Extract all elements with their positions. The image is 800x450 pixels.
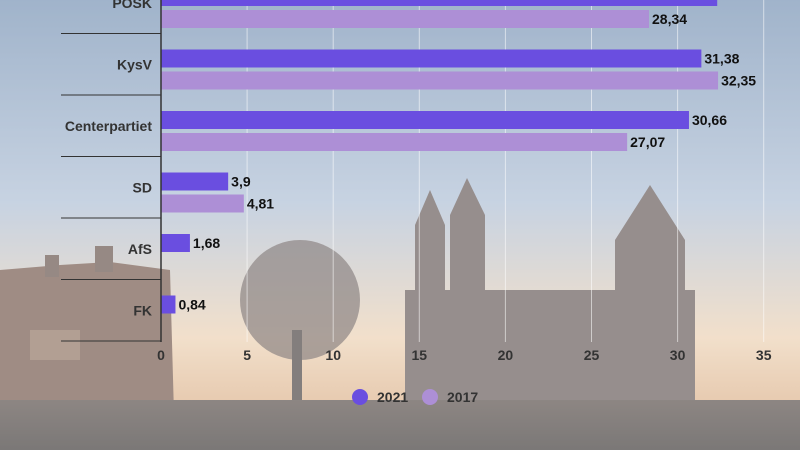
category-label: FK	[133, 302, 152, 318]
x-tick-label: 25	[584, 347, 600, 363]
value-label-2017: 27,07	[630, 134, 665, 150]
x-axis-ticks: 0 5 10 15 20 25 30 35	[157, 347, 772, 363]
bar-2021	[161, 295, 176, 314]
value-label-2021: 1,68	[193, 235, 220, 251]
category-labels: POSK KysV Centerpartiet SD AfS FK	[65, 0, 153, 318]
x-tick-label: 30	[670, 347, 686, 363]
bar-2017	[161, 194, 244, 213]
bar-2021	[161, 111, 689, 129]
value-label-2021: 0,84	[178, 297, 205, 313]
bars	[161, 0, 719, 314]
legend-marker-2021	[352, 389, 368, 405]
legend-label-2017: 2017	[447, 389, 478, 405]
bar-2017	[161, 133, 628, 151]
bar-2021	[161, 234, 190, 252]
legend-label-2021: 2021	[377, 389, 408, 405]
x-tick-label: 15	[412, 347, 428, 363]
x-tick-label: 5	[243, 347, 251, 363]
x-tick-label: 20	[498, 347, 514, 363]
x-tick-label: 35	[756, 347, 772, 363]
category-label: AfS	[128, 241, 152, 257]
category-label: SD	[133, 179, 152, 195]
bar-2017	[161, 10, 650, 28]
x-tick-label: 10	[325, 347, 341, 363]
category-label: KysV	[117, 56, 153, 72]
category-label: Centerpartiet	[65, 118, 152, 134]
value-label-2021: 3,9	[231, 174, 251, 190]
bar-2021	[161, 49, 702, 68]
value-labels: 28,34 31,38 32,35 30,66 27,07 3,9 4,81 1,68 0,84	[178, 11, 756, 313]
legend: 2021 2017	[352, 389, 478, 405]
x-tick-label: 0	[157, 347, 165, 363]
bar-2021	[161, 0, 718, 6]
value-label-2017: 32,35	[721, 73, 756, 89]
value-label-2017: 28,34	[652, 11, 687, 27]
value-label-2021: 31,38	[704, 51, 739, 67]
value-label-2017: 4,81	[247, 196, 274, 212]
bar-2017	[161, 71, 719, 90]
legend-marker-2017	[422, 389, 438, 405]
bar-2021	[161, 172, 229, 191]
value-label-2021: 30,66	[692, 112, 727, 128]
category-label: POSK	[112, 0, 152, 11]
